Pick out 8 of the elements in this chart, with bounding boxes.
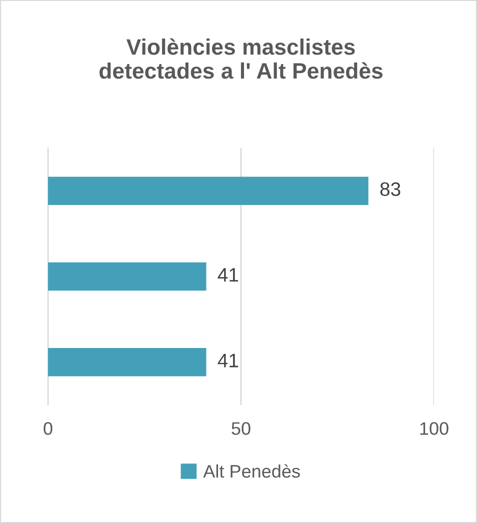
x-tick-label: 100: [420, 422, 448, 435]
chart-title: Violències masclistes detectades a l' Alt Penedès: [100, 38, 383, 79]
x-tick-label: 0: [44, 422, 52, 435]
data-label: 83: [380, 182, 400, 196]
data-label: 41: [218, 268, 238, 282]
x-tick-label: 50: [232, 422, 250, 435]
data-label: 41: [218, 354, 238, 368]
legend-label: Alt Penedès: [203, 464, 300, 478]
